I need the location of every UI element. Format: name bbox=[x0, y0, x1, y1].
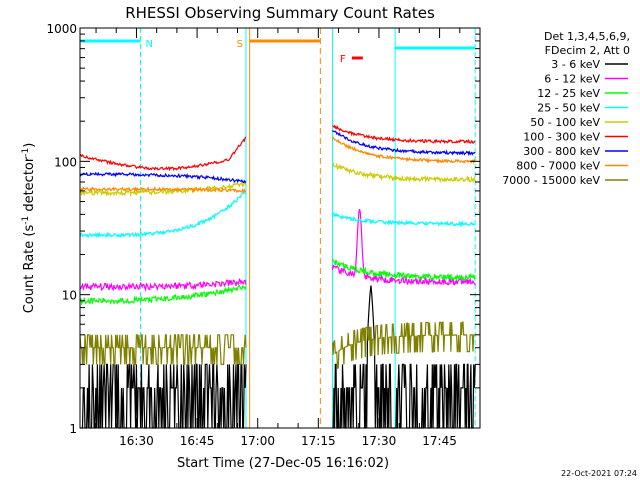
legend-label: 800 - 7000 keV bbox=[516, 160, 600, 173]
annotations: N S F bbox=[79, 28, 476, 428]
series-line bbox=[332, 124, 476, 145]
series-line bbox=[80, 363, 247, 429]
y-label-part: Count Rate (s bbox=[22, 225, 37, 314]
series-line bbox=[331, 321, 476, 370]
series-line bbox=[332, 162, 476, 184]
legend: Det 1,3,4,5,6,9,FDecim 2, Att 03 - 6 keV… bbox=[502, 30, 630, 187]
legend-label: 12 - 25 keV bbox=[537, 87, 600, 100]
axes: 1000 100 10 1 16:30 16:45 17:00 17:15 17:30 17:45 bbox=[46, 22, 481, 448]
series-line bbox=[331, 258, 476, 282]
legend-label: 25 - 50 keV bbox=[537, 102, 600, 115]
series-300-800-kev bbox=[79, 130, 476, 184]
y-axis-label: Count Rate (s-1 detector-1) bbox=[21, 143, 37, 314]
series-100-300-kev bbox=[79, 124, 476, 172]
legend-header: FDecim 2, Att 0 bbox=[545, 44, 630, 57]
series-line bbox=[79, 192, 247, 239]
series-layer bbox=[79, 124, 476, 429]
x-tick-label: 17:00 bbox=[240, 434, 275, 448]
y-label-part: detector bbox=[22, 156, 37, 216]
series-7000-15000-kev bbox=[79, 321, 476, 370]
annotation-label: S bbox=[237, 39, 243, 50]
series-800-7000-kev bbox=[79, 136, 476, 194]
legend-label: 7000 - 15000 keV bbox=[502, 174, 600, 187]
x-tick-label: 17:15 bbox=[301, 434, 336, 448]
series-line bbox=[79, 171, 247, 184]
series-line bbox=[79, 136, 247, 172]
chart-title: RHESSI Observing Summary Count Rates bbox=[125, 4, 435, 22]
y-tick-label: 100 bbox=[54, 155, 77, 169]
annotation-label: N bbox=[146, 39, 153, 50]
timestamp: 22-Oct-2021 07:24 bbox=[561, 469, 637, 478]
y-tick-label: 1 bbox=[69, 422, 77, 436]
legend-label: 6 - 12 keV bbox=[544, 73, 600, 86]
series-6-12-kev bbox=[79, 208, 476, 293]
x-tick-label: 16:30 bbox=[119, 434, 154, 448]
x-tick-label: 17:30 bbox=[362, 434, 397, 448]
series-25-50-kev bbox=[79, 192, 476, 239]
series-line bbox=[332, 130, 476, 157]
series-12-25-kev bbox=[79, 258, 476, 306]
y-label-sup: -1 bbox=[21, 148, 31, 157]
legend-label: 3 - 6 keV bbox=[551, 58, 600, 71]
x-tick-label: 17:45 bbox=[422, 434, 457, 448]
series-line bbox=[79, 186, 247, 194]
axes-frame bbox=[79, 27, 481, 429]
x-axis-label: Start Time (27-Dec-05 16:16:02) bbox=[177, 456, 389, 471]
annotation-label: F bbox=[340, 54, 346, 65]
legend-label: 300 - 800 keV bbox=[523, 145, 600, 158]
series-line bbox=[79, 284, 247, 306]
series-line bbox=[332, 285, 476, 429]
x-tick-label: 16:45 bbox=[180, 434, 215, 448]
series-line bbox=[79, 278, 247, 293]
legend-header: Det 1,3,4,5,6,9, bbox=[544, 30, 630, 43]
series-line bbox=[331, 211, 476, 228]
y-label-part: ) bbox=[22, 143, 37, 148]
y-tick-label: 1000 bbox=[46, 22, 77, 36]
series-line bbox=[331, 136, 476, 165]
y-tick-label: 10 bbox=[62, 289, 77, 303]
series-3-6-kev bbox=[80, 285, 476, 429]
series-line bbox=[331, 208, 476, 286]
legend-label: 50 - 100 keV bbox=[530, 116, 600, 129]
y-label-sup: -1 bbox=[21, 216, 31, 225]
legend-label: 100 - 300 keV bbox=[523, 131, 600, 144]
series-line bbox=[79, 334, 247, 365]
